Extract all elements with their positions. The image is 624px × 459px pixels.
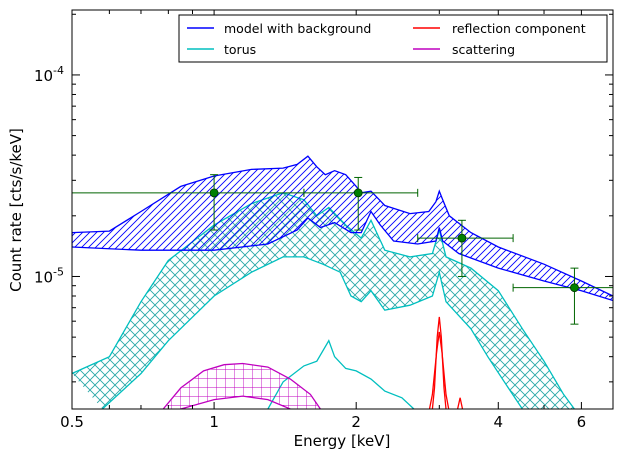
data-marker — [457, 233, 467, 243]
x-tick-label: 2 — [351, 413, 361, 431]
x-tick-label: 4 — [494, 413, 504, 431]
data-point-2 — [303, 176, 419, 231]
x-tick-label: 6 — [577, 413, 587, 431]
data-marker — [353, 188, 363, 198]
legend-label-scattering: scattering — [452, 42, 515, 57]
legend-label-model-with-background: model with background — [224, 21, 371, 36]
torus-lower-line — [101, 256, 523, 409]
model-with-background-band-fill — [72, 156, 613, 301]
legend-label-reflection-component: reflection component — [452, 21, 586, 36]
scattering-band-fill — [163, 363, 321, 409]
x-axis-label: Energy [keV] — [294, 432, 391, 450]
y-axis-label: Count rate [cts/s/keV] — [7, 128, 25, 292]
reflection-component-line-1 — [431, 316, 447, 409]
scattering-lower-line — [180, 395, 291, 409]
scattering-upper-line — [162, 362, 321, 409]
data-points-layer — [71, 174, 614, 325]
reflection-component-line-3 — [456, 397, 464, 409]
legend-label-torus: torus — [224, 42, 256, 57]
x-tick-label: 1 — [209, 413, 219, 431]
ticks-layer: 0.5 1 2 4 6 10-5 10-4 — [34, 10, 614, 431]
y-tick-label: 10-5 — [34, 265, 64, 286]
data-marker — [570, 283, 579, 293]
legend: model with background reflection compone… — [178, 14, 608, 63]
plot-frame — [71, 9, 614, 410]
model-with-background-lower-line — [72, 210, 613, 302]
data-point-3 — [417, 219, 514, 277]
x-tick-label: 0.5 — [60, 413, 84, 431]
series-layer — [72, 155, 613, 409]
reflection-component-line-2 — [428, 331, 450, 409]
y-tick-label: 10-4 — [34, 64, 64, 85]
legend-box — [178, 14, 608, 63]
data-marker — [209, 188, 219, 198]
torus-inner-line — [267, 339, 415, 409]
